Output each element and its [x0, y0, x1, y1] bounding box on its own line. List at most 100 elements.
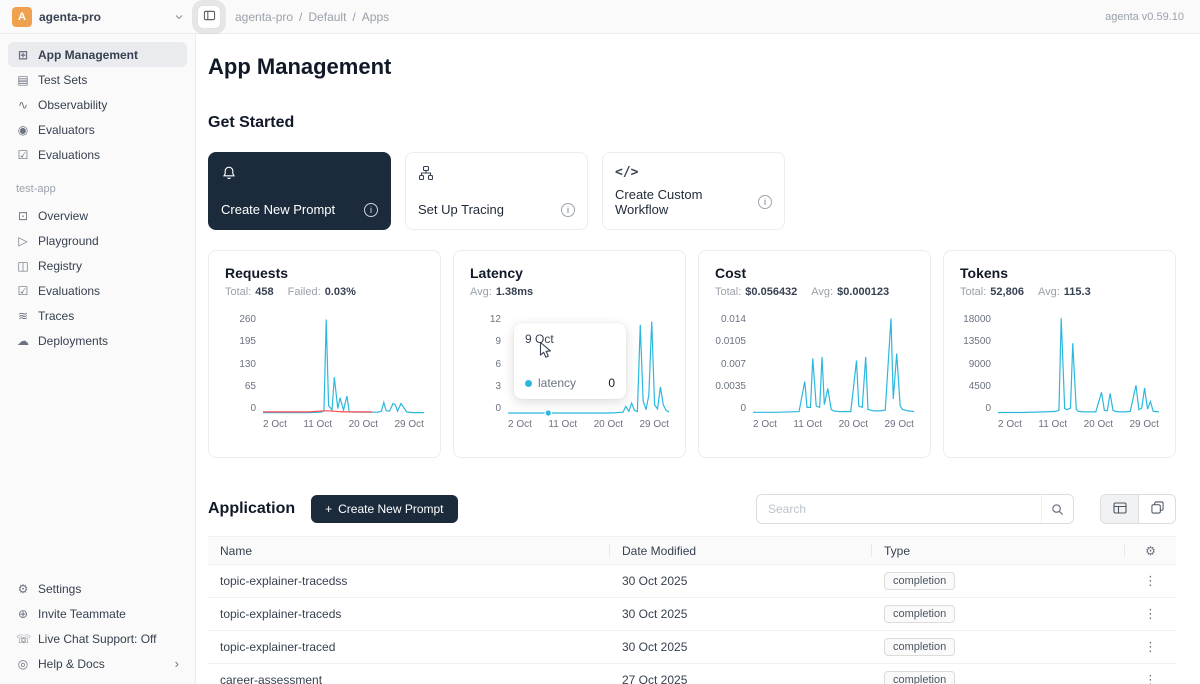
sidebar-item-label: Evaluations [38, 147, 101, 162]
table-view-icon [1112, 501, 1127, 517]
date-modified: 30 Oct 2025 [622, 607, 688, 621]
main-content: App Management Get Started Create New Pr… [196, 34, 1200, 684]
sidebar-item-label: Overview [38, 208, 89, 223]
sidebar-item-playground[interactable]: ▷ Playground [8, 228, 187, 253]
breadcrumb-separator: / [299, 9, 303, 24]
table-view-button[interactable] [1101, 495, 1138, 523]
card-label: Create New Prompt [221, 202, 336, 217]
application-header: Application + Create New Prompt [208, 494, 1176, 524]
breadcrumb-separator: / [352, 9, 356, 24]
stat-title: Tokens [960, 265, 1008, 281]
sidebar-item-evaluators[interactable]: ◉ Evaluators [8, 117, 187, 142]
create-new-prompt-button[interactable]: + Create New Prompt [311, 495, 458, 523]
sidebar-item-registry[interactable]: ◫ Registry [8, 253, 187, 278]
checkbox-icon: ☑ [17, 147, 29, 162]
card-label: Create Custom Workflow [615, 187, 703, 217]
row-menu-button[interactable]: ⋮ [1144, 606, 1157, 621]
sidebar-item-label: Live Chat Support: Off [38, 631, 157, 646]
sidebar-item-label: Settings [38, 581, 82, 596]
table-row[interactable]: career-assessment 27 Oct 2025 completion… [208, 664, 1176, 684]
column-header-type[interactable]: Type [872, 537, 1125, 564]
sidebar-item-label: App Management [38, 47, 139, 62]
app-name: topic-explainer-tracedss [220, 574, 348, 588]
card-view-button[interactable] [1138, 495, 1175, 523]
info-icon[interactable]: i [561, 202, 575, 217]
add-user-icon: ⊕ [17, 606, 29, 621]
breadcrumb-item[interactable]: Apps [361, 9, 390, 24]
create-custom-workflow-card[interactable]: </> Create Custom Workflow i [602, 152, 785, 230]
sidebar-item-settings[interactable]: ⚙ Settings [8, 576, 187, 601]
sidebar-item-label: Deployments [38, 333, 109, 348]
stat-title: Latency [470, 265, 523, 281]
search-input[interactable] [757, 502, 1041, 516]
sidebar-item-observability[interactable]: ∿ Observability [8, 92, 187, 117]
latency-line-chart[interactable] [508, 314, 669, 417]
app-name: topic-explainer-traced [220, 640, 336, 654]
table-header: Name Date Modified Type ⚙ [208, 537, 1176, 565]
sidebar-item-help-docs[interactable]: ◎ Help & Docs › [8, 651, 187, 676]
type-badge: completion [884, 671, 956, 684]
cost-line-chart[interactable] [753, 314, 914, 414]
search-icon[interactable] [1041, 495, 1073, 523]
row-menu-button[interactable]: ⋮ [1144, 573, 1157, 588]
sidebar-item-label: Playground [38, 233, 99, 248]
requests-line-chart[interactable] [263, 314, 424, 414]
play-icon: ▷ [18, 233, 28, 248]
x-axis-labels: 2 Oct 11 Oct 20 Oct 29 Oct [263, 419, 424, 430]
sidebar-item-label: Help & Docs [38, 656, 105, 671]
sidebar-item-test-sets[interactable]: ▤ Test Sets [8, 67, 187, 92]
type-badge: completion [884, 572, 956, 590]
workspace-switcher[interactable]: A agenta-pro [0, 6, 196, 27]
chat-icon: ☏ [16, 631, 32, 646]
breadcrumb-item[interactable]: agenta-pro [235, 9, 294, 24]
sidebar-item-overview[interactable]: ⊡ Overview [8, 203, 187, 228]
app-section-label: test-app [16, 183, 56, 195]
chevron-right-icon: › [174, 656, 179, 671]
top-bar: A agenta-pro agenta-pro / Default / Apps… [0, 0, 1200, 34]
row-menu-button[interactable]: ⋮ [1144, 672, 1157, 684]
app-grid-icon: ⊞ [17, 47, 29, 62]
sidebar-item-evaluations-app[interactable]: ☑ Evaluations [8, 278, 187, 303]
plus-icon: + [325, 502, 333, 516]
tracing-tree-icon [418, 165, 575, 184]
breadcrumb-item[interactable]: Default [308, 9, 347, 24]
sidebar-item-app-management[interactable]: ⊞ App Management [8, 42, 187, 67]
column-settings-gear-icon[interactable]: ⚙ [1145, 543, 1156, 558]
cloud-icon: ☁ [17, 333, 29, 348]
code-icon: </> [615, 165, 639, 180]
sidebar-item-label: Observability [38, 97, 108, 112]
y-axis-labels: 0 3 6 9 12 [489, 314, 501, 414]
column-header-date-modified[interactable]: Date Modified [610, 537, 872, 564]
date-modified: 27 Oct 2025 [622, 673, 688, 684]
sidebar-item-evaluations[interactable]: ☑ Evaluations [8, 142, 187, 167]
sidebar-toggle-button[interactable] [197, 4, 221, 29]
tokens-chart: 0 4500 9000 13500 18000 2 Oct 11 Oct 20 Oct 29 … [960, 314, 1159, 430]
tokens-line-chart[interactable] [998, 314, 1159, 414]
table-row[interactable]: topic-explainer-traceds 30 Oct 2025 comp… [208, 598, 1176, 631]
test-sets-icon: ▤ [17, 72, 29, 87]
workspace-name: agenta-pro [39, 9, 102, 24]
set-up-tracing-card[interactable]: Set Up Tracing i [405, 152, 588, 230]
tooltip-date: 9 Oct [525, 332, 554, 346]
registry-icon: ◫ [17, 258, 29, 273]
sidebar-item-live-chat-support[interactable]: ☏ Live Chat Support: Off [8, 626, 187, 651]
row-menu-button[interactable]: ⋮ [1144, 639, 1157, 654]
y-axis-labels: 0 0.0035 0.007 0.0105 0.014 [715, 314, 746, 414]
panel-icon [203, 9, 216, 25]
create-new-prompt-card[interactable]: Create New Prompt i [208, 152, 391, 230]
stats-row: Requests Total: 458 Failed: 0.03% 0 65 130 19… [208, 250, 1176, 458]
get-started-title: Get Started [208, 114, 295, 131]
info-icon[interactable]: i [758, 195, 772, 209]
sidebar-item-invite-teammate[interactable]: ⊕ Invite Teammate [8, 601, 187, 626]
sidebar-item-traces[interactable]: ≋ Traces [8, 303, 187, 328]
column-header-name[interactable]: Name [208, 537, 610, 564]
chart-line-icon: ∿ [17, 97, 29, 112]
workspace-avatar: A [12, 6, 32, 27]
y-axis-labels: 0 65 130 195 260 [239, 314, 256, 414]
stat-subtitle: Total: 52,806 Avg: 115.3 [960, 286, 1091, 298]
table-row[interactable]: topic-explainer-traced 30 Oct 2025 compl… [208, 631, 1176, 664]
sidebar-item-label: Invite Teammate [38, 606, 126, 621]
sidebar-item-deployments[interactable]: ☁ Deployments [8, 328, 187, 353]
table-row[interactable]: topic-explainer-tracedss 30 Oct 2025 com… [208, 565, 1176, 598]
info-icon[interactable]: i [364, 202, 378, 217]
